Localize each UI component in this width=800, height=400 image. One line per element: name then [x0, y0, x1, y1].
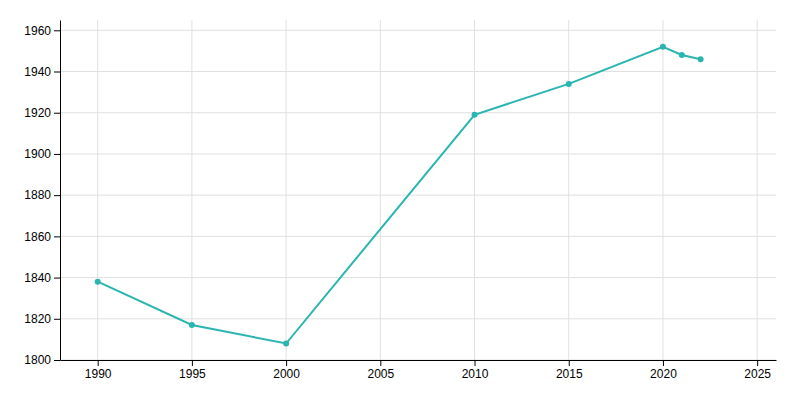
y-tick-label: 1880 — [24, 188, 51, 202]
y-tick: 1880 — [24, 188, 60, 202]
grid-line-y — [60, 153, 776, 154]
x-tick-mark — [663, 360, 664, 366]
y-tick-label: 1820 — [24, 312, 51, 326]
y-tick-label: 1900 — [24, 147, 51, 161]
grid — [60, 20, 776, 360]
point — [660, 44, 666, 50]
x-tick: 2010 — [462, 360, 489, 381]
x-tick-label: 2025 — [744, 367, 771, 381]
y-tick: 1960 — [24, 24, 60, 38]
y-tick-label: 1940 — [24, 65, 51, 79]
grid-line-x — [757, 20, 758, 360]
grid-line-y — [60, 236, 776, 237]
y-tick: 1860 — [24, 230, 60, 244]
point — [189, 322, 195, 328]
grid-line-y — [60, 112, 776, 113]
x-tick-mark — [380, 360, 381, 366]
y-tick-mark — [54, 319, 60, 320]
x-tick: 2015 — [556, 360, 583, 381]
grid-line-x — [191, 20, 192, 360]
line — [98, 47, 701, 344]
grid-line-x — [568, 20, 569, 360]
x-tick-label: 2015 — [556, 367, 583, 381]
plot-area: 1990 1995 2000 2005 2010 2015 2020 2025 1800 1820… — [24, 20, 776, 381]
x-tick-mark — [569, 360, 570, 366]
x-tick-label: 2000 — [273, 367, 300, 381]
point — [283, 341, 289, 347]
y-tick-mark — [54, 30, 60, 31]
x-tick-label: 2020 — [650, 367, 677, 381]
y-tick-label: 1800 — [24, 353, 51, 367]
x-tick: 2025 — [744, 360, 771, 381]
y-tick-label: 1920 — [24, 106, 51, 120]
grid-line-x — [97, 20, 98, 360]
x-tick-mark — [757, 360, 758, 366]
y-tick-mark — [54, 195, 60, 196]
x-tick: 2000 — [273, 360, 300, 381]
y-tick-mark — [54, 113, 60, 114]
point — [679, 52, 685, 58]
x-tick-label: 1990 — [85, 367, 112, 381]
x-tick: 1995 — [179, 360, 206, 381]
grid-line-y — [60, 30, 776, 31]
x-tick-mark — [98, 360, 99, 366]
grid-line-y — [60, 195, 776, 196]
x-tick-mark — [475, 360, 476, 366]
grid-line-x — [474, 20, 475, 360]
marks — [95, 44, 704, 347]
y-tick-mark — [54, 278, 60, 279]
x-axis: 1990 1995 2000 2005 2010 2015 2020 2025 — [61, 360, 777, 381]
x-tick: 2005 — [367, 360, 394, 381]
y-tick-mark — [54, 236, 60, 237]
x-tick-label: 2005 — [367, 367, 394, 381]
grid-line-x — [662, 20, 663, 360]
grid-line-x — [380, 20, 381, 360]
point — [472, 112, 478, 118]
y-tick: 1820 — [24, 312, 60, 326]
y-tick-label: 1840 — [24, 271, 51, 285]
x-tick: 1990 — [85, 360, 112, 381]
grid-line-y — [60, 71, 776, 72]
y-tick: 1800 — [24, 353, 60, 367]
y-tick: 1900 — [24, 147, 60, 161]
y-tick-mark — [54, 72, 60, 73]
y-tick: 1840 — [24, 271, 60, 285]
x-axis-line — [61, 360, 777, 361]
y-tick-label: 1960 — [24, 24, 51, 38]
x-tick-label: 2010 — [462, 367, 489, 381]
y-tick-label: 1860 — [24, 230, 51, 244]
y-axis: 1800 1820 1840 1860 1880 1900 1920 1940 1960 — [24, 21, 60, 368]
x-tick-mark — [192, 360, 193, 366]
x-tick: 2020 — [650, 360, 677, 381]
point — [566, 81, 572, 87]
y-tick: 1920 — [24, 106, 60, 120]
y-tick-mark — [54, 360, 60, 361]
grid-line-y — [60, 360, 776, 361]
grid-line-x — [286, 20, 287, 360]
x-tick-mark — [286, 360, 287, 366]
chart-container: 1990 1995 2000 2005 2010 2015 2020 2025 1800 1820… — [0, 0, 800, 400]
chart: 1990 1995 2000 2005 2010 2015 2020 2025 1800 1820… — [0, 0, 800, 400]
y-tick: 1940 — [24, 65, 60, 79]
x-tick-label: 1995 — [179, 367, 206, 381]
y-tick-mark — [54, 154, 60, 155]
point — [95, 279, 101, 285]
grid-line-y — [60, 318, 776, 319]
grid-line-y — [60, 277, 776, 278]
point — [698, 56, 704, 62]
y-axis-line — [60, 21, 61, 361]
